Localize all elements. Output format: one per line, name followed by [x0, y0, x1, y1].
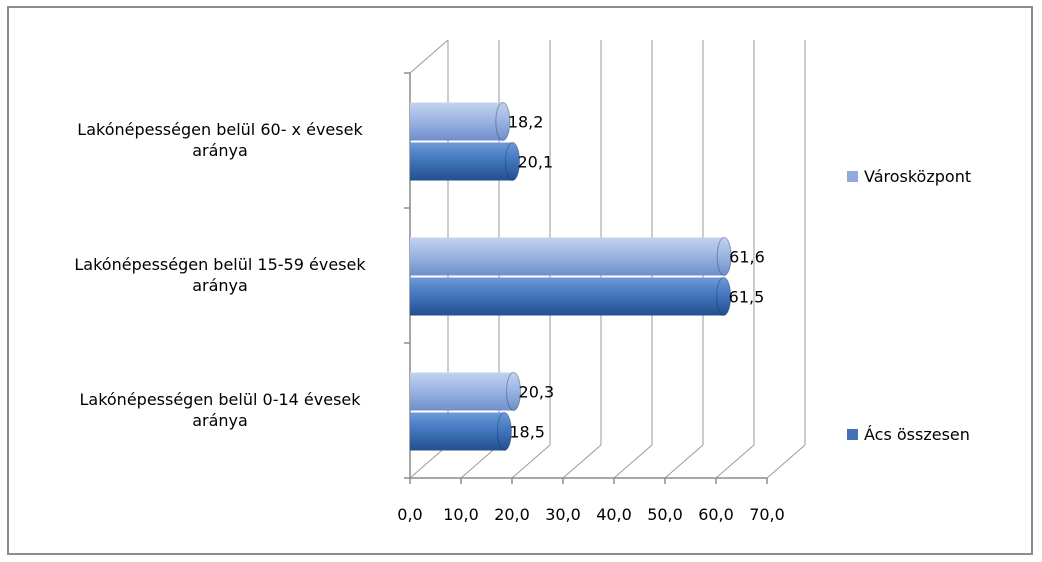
floor-gridline [766, 444, 806, 479]
labels: 0,0 10,0 20,0 30,0 40,0 50,0 60,0 70,0 18,2 20,1 L… [74, 113, 784, 525]
category-label: aránya [192, 141, 248, 160]
category-label: aránya [192, 276, 248, 295]
data-label: 61,5 [729, 288, 765, 307]
category-label: Lakónépességen belül 0-14 évesek [79, 390, 361, 409]
legend-swatch [847, 171, 858, 182]
bar [410, 237, 732, 276]
bar-body [410, 372, 521, 411]
floor-gridline [562, 444, 602, 479]
x-tick-label: 40,0 [596, 505, 632, 524]
legend-label: Ács összesen [864, 425, 970, 444]
bar-cap [496, 412, 512, 451]
bar-cap [716, 277, 732, 316]
bar-body [410, 142, 520, 181]
bar [410, 372, 522, 411]
bar [410, 412, 512, 451]
data-label: 20,1 [518, 153, 554, 172]
category-label: Lakónépességen belül 15-59 évesek [74, 255, 366, 274]
legend: Városközpont Ács összesen [847, 167, 971, 444]
x-tick-label: 30,0 [545, 505, 581, 524]
data-label: 61,6 [729, 248, 765, 267]
x-tick-label: 10,0 [443, 505, 479, 524]
bar-cap [495, 102, 511, 141]
bars [410, 102, 732, 451]
bar-body [410, 102, 510, 141]
side-wall-top-edge [409, 39, 449, 74]
data-label: 20,3 [519, 383, 555, 402]
data-label: 18,2 [508, 113, 544, 132]
bar-cap [506, 372, 522, 411]
bar-cap [716, 237, 732, 276]
bar [410, 142, 521, 181]
x-tick-label: 50,0 [647, 505, 683, 524]
x-tick-label: 70,0 [749, 505, 785, 524]
category-label: Lakónépességen belül 60- x évesek [77, 120, 363, 139]
floor-gridline [511, 444, 551, 479]
x-tick-label: 60,0 [698, 505, 734, 524]
bar [410, 102, 511, 141]
bar [410, 277, 732, 316]
legend-label: Városközpont [864, 167, 971, 186]
bar-body [410, 237, 732, 276]
bar-body [410, 277, 731, 316]
x-tick-label: 0,0 [397, 505, 422, 524]
floor-gridline [715, 444, 755, 479]
x-tick-label: 20,0 [494, 505, 530, 524]
bar-body [410, 412, 512, 451]
legend-swatch [847, 429, 858, 440]
category-label: aránya [192, 411, 248, 430]
floor-gridline [613, 444, 653, 479]
data-label: 18,5 [509, 423, 545, 442]
floor-gridline [664, 444, 704, 479]
bar-cap [505, 142, 521, 181]
